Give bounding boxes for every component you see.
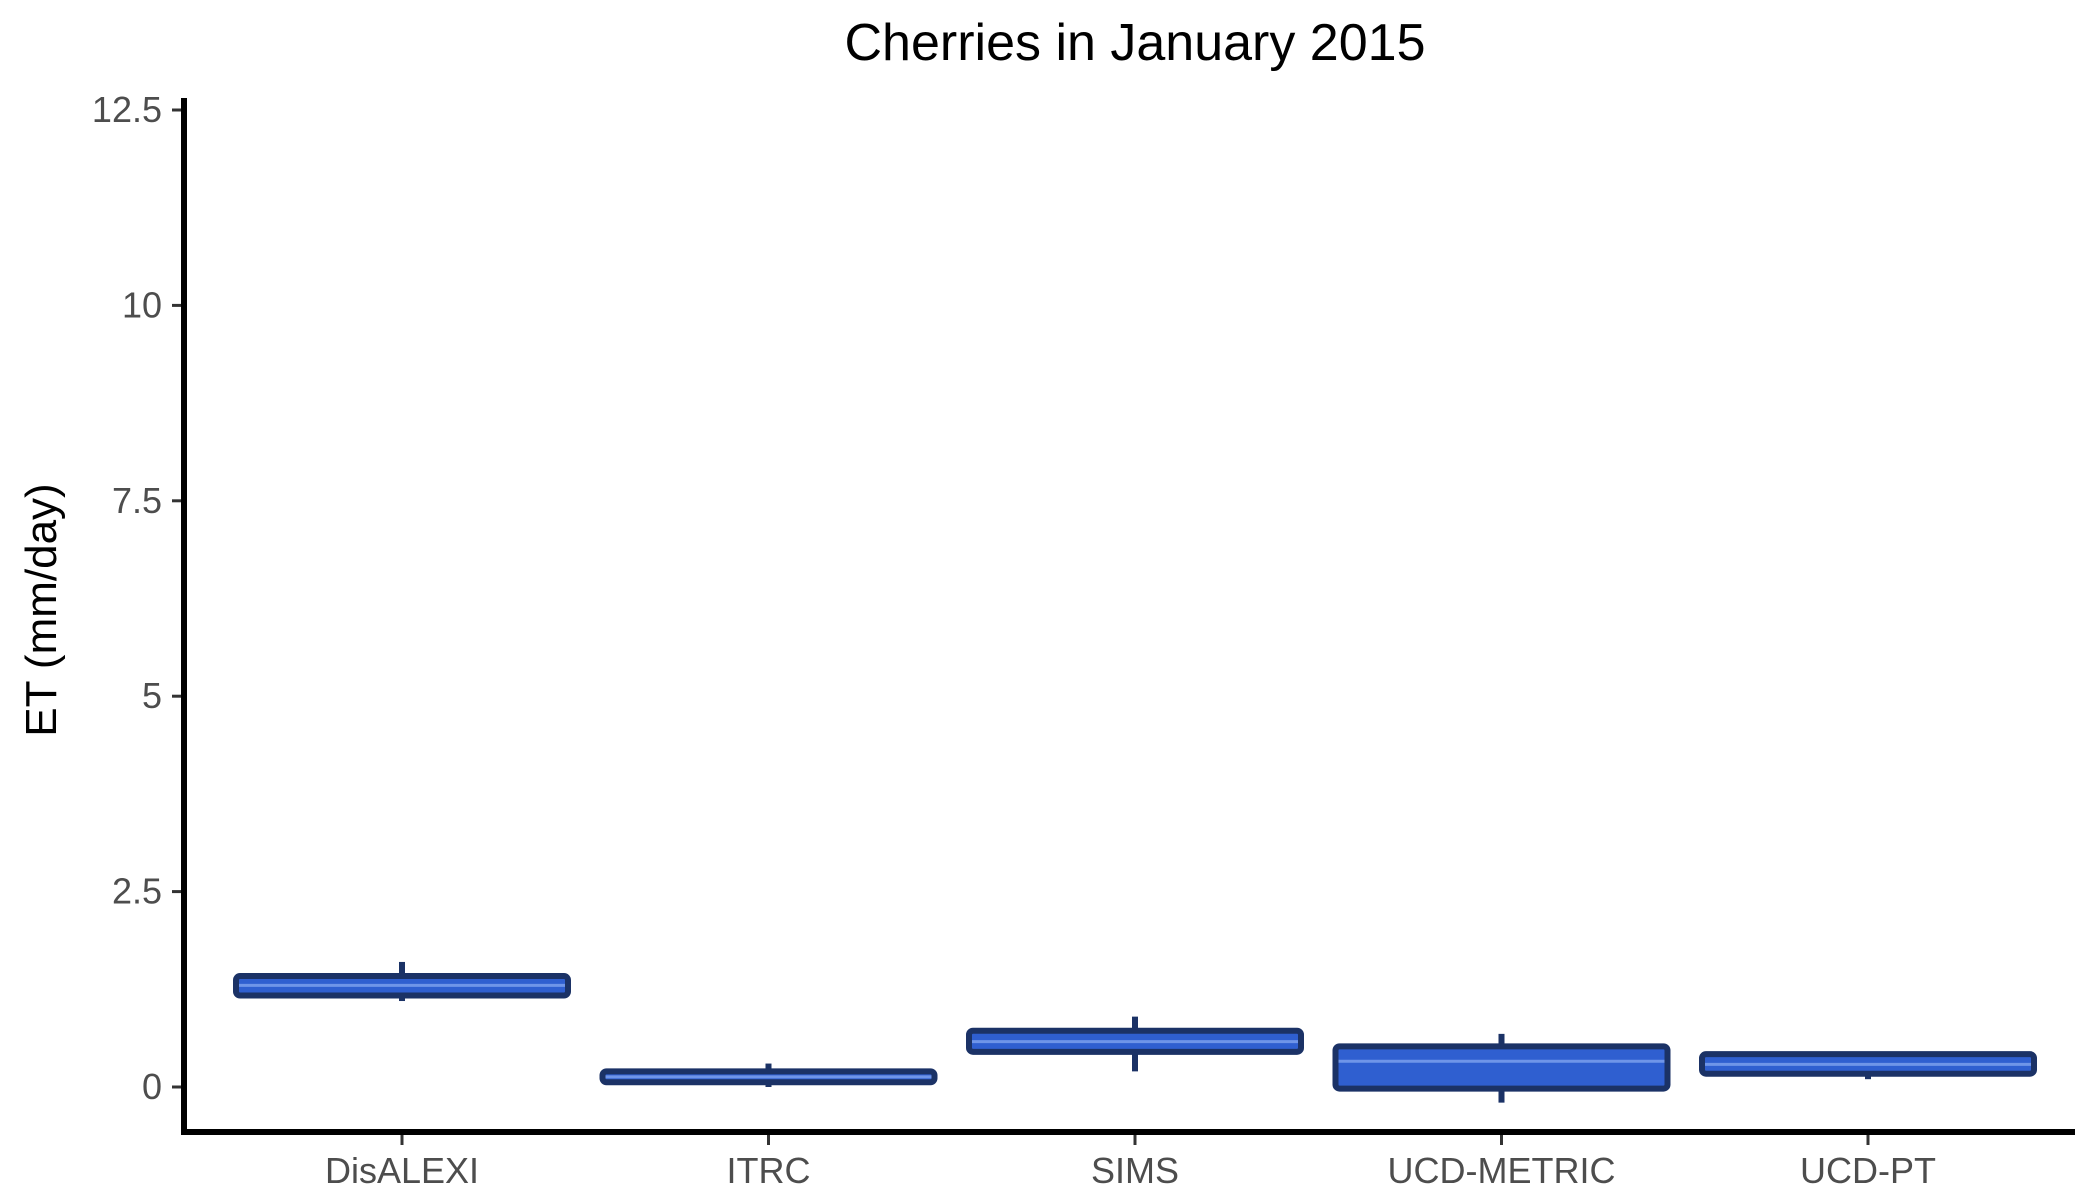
box-ucd-pt xyxy=(1699,1051,2037,1080)
y-tick-label: 0 xyxy=(142,1066,162,1107)
y-tick-label: 7.5 xyxy=(112,480,162,521)
x-axis-ticks: DisALEXI ITRC SIMS UCD-METRIC UCD-PT xyxy=(325,1132,1936,1191)
y-tick-label: 5 xyxy=(142,675,162,716)
y-tick-label: 12.5 xyxy=(92,89,162,130)
y-tick-label: 2.5 xyxy=(112,871,162,912)
box-body xyxy=(1332,1043,1671,1092)
box-itrc xyxy=(599,1063,938,1087)
x-tick-label: SIMS xyxy=(1091,1150,1179,1191)
y-axis-ticks: 0 2.5 5 7.5 10 12.5 xyxy=(92,89,184,1107)
x-tick-label: ITRC xyxy=(727,1150,811,1191)
x-tick-label: DisALEXI xyxy=(325,1150,479,1191)
y-tick-label: 10 xyxy=(122,284,162,325)
y-axis-label: ET (mm/day) xyxy=(17,483,66,736)
box-series xyxy=(233,961,2037,1103)
box-ucd-metric xyxy=(1332,1033,1671,1103)
x-tick-label: UCD-METRIC xyxy=(1388,1150,1616,1191)
box-disalexi xyxy=(233,961,571,1002)
box-sims xyxy=(966,1016,1304,1072)
chart-title: Cherries in January 2015 xyxy=(845,14,1426,72)
x-tick-label: UCD-PT xyxy=(1800,1150,1936,1191)
